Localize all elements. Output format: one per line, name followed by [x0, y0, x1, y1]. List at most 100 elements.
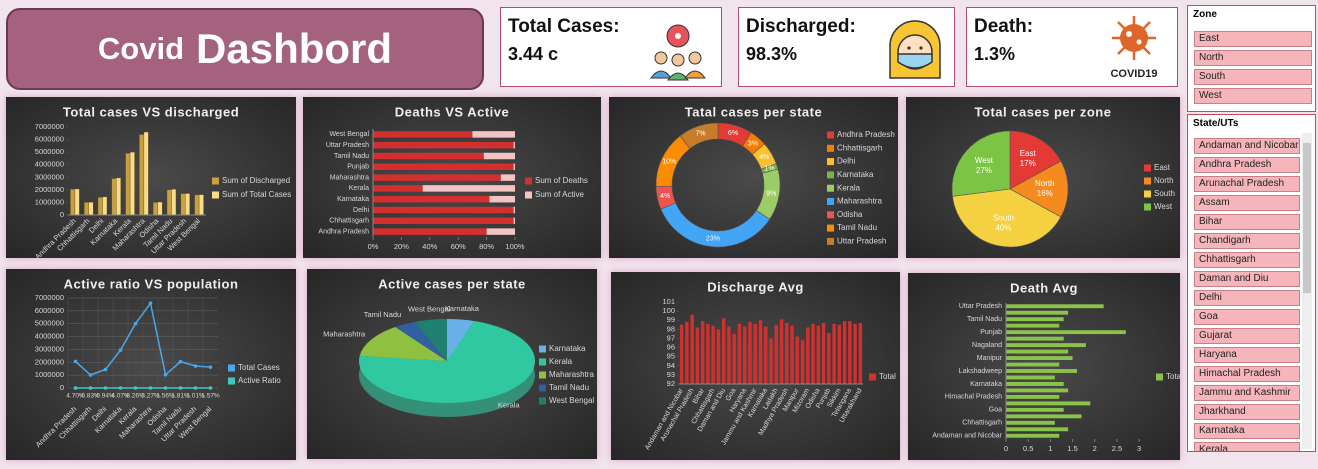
bar — [373, 141, 514, 149]
point — [103, 386, 108, 390]
scroll-thumb[interactable] — [1303, 143, 1311, 293]
legend-label: Sum of Discharged — [222, 176, 290, 185]
bar — [790, 325, 794, 384]
slicer-item[interactable]: West — [1194, 88, 1312, 104]
bar — [180, 193, 186, 216]
bar — [185, 193, 190, 216]
point — [133, 386, 138, 390]
bar — [821, 322, 826, 384]
bar — [1006, 317, 1064, 322]
y-tick-label: 3000000 — [35, 172, 64, 181]
data-label: 9% — [766, 191, 776, 198]
chart: Tatal cases per state6%3%4%1%9%23%4%10%7… — [609, 97, 898, 258]
slice — [395, 321, 447, 361]
slicer-item[interactable]: Daman and Diu — [1194, 271, 1300, 287]
slicer-item[interactable]: Jammu and Kashmir — [1194, 385, 1300, 401]
slicer-title: State/UTs — [1193, 118, 1239, 129]
legend-swatch — [1144, 203, 1151, 211]
bar — [1006, 382, 1064, 386]
y-tick-label: 95 — [667, 352, 675, 361]
chart: Death Avg 0 0.5 1 1.5 2 2.5 3 Andaman and Nicoba… — [908, 273, 1180, 460]
data-label: 1.57% — [201, 393, 220, 400]
bar — [827, 332, 831, 384]
x-tick-label: 1 — [1048, 444, 1052, 453]
legend-label: Total — [1166, 372, 1180, 381]
mask-icon — [889, 20, 941, 79]
slicer-item[interactable]: East — [1194, 31, 1312, 47]
slicer-item[interactable]: Goa — [1194, 309, 1300, 325]
legend-label: Chhattisgarh — [837, 143, 882, 152]
slicer-item[interactable]: Chhattisgarh — [1194, 252, 1300, 268]
line — [74, 301, 211, 377]
point — [178, 359, 183, 364]
legend-swatch — [1144, 190, 1151, 198]
slicer-item[interactable]: Andhra Pradesh — [1194, 157, 1300, 173]
bar — [513, 163, 515, 171]
bar — [373, 185, 423, 192]
y-tick-label: 4000000 — [35, 332, 64, 341]
y-tick-label: Andhra Pradesh — [318, 228, 369, 235]
chart-title: Total cases per zone — [975, 104, 1112, 119]
slicer-item[interactable]: Kerala — [1194, 442, 1300, 451]
slicer-item[interactable]: Delhi — [1194, 290, 1300, 306]
slice — [447, 319, 475, 361]
bar — [373, 131, 473, 138]
chart-title: Active ratio VS population — [64, 276, 239, 291]
y-tick-label: Delhi — [353, 207, 369, 214]
slicer-item[interactable]: Chandigarh — [1194, 233, 1300, 249]
legend-swatch — [525, 177, 532, 185]
slicer-item[interactable]: Himachal Pradesh — [1194, 366, 1300, 382]
x-tick-label: 2 — [1093, 444, 1097, 453]
bar — [1006, 394, 1060, 399]
y-tick-label: Kerala — [349, 185, 369, 192]
data-label: 17% — [1020, 159, 1036, 168]
slicer-item[interactable]: Assam — [1194, 195, 1300, 211]
slicer-item[interactable]: Arunachal Pradesh — [1194, 176, 1300, 192]
y-tick-label: 6000000 — [35, 306, 64, 315]
y-tick-label: 2000000 — [35, 185, 64, 194]
y-tick-label: 98 — [667, 324, 675, 333]
slicer-item[interactable]: Jharkhand — [1194, 404, 1300, 420]
bar — [143, 131, 149, 216]
y-tick-label: Tamil Nadu — [334, 153, 369, 160]
bar — [373, 217, 514, 225]
slicer-item[interactable]: Haryana — [1194, 347, 1300, 363]
bar — [690, 314, 694, 384]
slice-label: Karnataka — [445, 304, 480, 313]
data-label: 23% — [706, 236, 720, 243]
bar — [513, 141, 515, 149]
x-tick-label: 60% — [451, 242, 466, 251]
x-tick-label: 0% — [368, 242, 379, 251]
legend-swatch — [539, 384, 546, 392]
legend-swatch — [1144, 177, 1151, 185]
slicer-item[interactable]: South — [1194, 69, 1312, 85]
y-tick-label: 101 — [662, 297, 675, 306]
kpi-value: 98.3% — [746, 44, 798, 64]
y-tick-label: 92 — [667, 379, 675, 388]
slicer-item[interactable]: Andaman and Nicobar — [1194, 138, 1300, 154]
legend-swatch — [212, 177, 219, 185]
legend-swatch — [539, 397, 546, 405]
people-icon — [650, 24, 706, 81]
bar — [764, 326, 768, 384]
data-label: 0.83% — [81, 393, 100, 400]
legend-label: Tamil Nadu — [837, 223, 877, 232]
bar — [153, 202, 158, 216]
legend-label: Tamil Nadu — [549, 383, 589, 392]
legend-swatch — [827, 131, 834, 139]
bar — [716, 329, 721, 384]
bar — [779, 319, 784, 384]
bar — [125, 153, 131, 216]
slicer-item[interactable]: Karnataka — [1194, 423, 1300, 439]
bar — [373, 228, 487, 235]
slicer-item[interactable]: Bihar — [1194, 214, 1300, 230]
slice — [1009, 130, 1062, 190]
y-tick-label: 4000000 — [35, 160, 64, 169]
slicer-item[interactable]: North — [1194, 50, 1312, 66]
bar — [711, 325, 715, 384]
scrollbar[interactable] — [1302, 133, 1312, 449]
point — [103, 367, 108, 372]
slicer-item[interactable]: Gujarat — [1194, 328, 1300, 344]
legend-label: Total Cases — [238, 363, 280, 372]
y-tick-label: 100 — [662, 306, 675, 315]
